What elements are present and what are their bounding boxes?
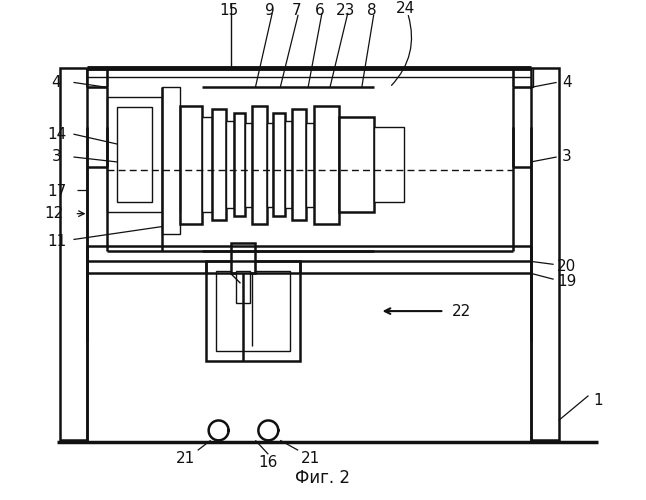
Text: 16: 16 (258, 454, 278, 469)
Text: 12: 12 (44, 206, 63, 221)
Text: 3: 3 (562, 150, 572, 164)
Bar (59, 68, 87, 440)
Text: 17: 17 (47, 184, 66, 200)
Text: 21: 21 (300, 450, 320, 466)
Text: 9: 9 (266, 4, 275, 18)
Bar (306, 123, 314, 206)
Text: 14: 14 (47, 126, 66, 142)
Text: 8: 8 (367, 4, 377, 18)
Bar (202, 117, 212, 212)
Text: 4: 4 (52, 75, 61, 90)
Bar (245, 123, 253, 206)
Text: 20: 20 (557, 259, 576, 274)
Text: 3: 3 (52, 150, 61, 164)
Text: 22: 22 (452, 304, 471, 318)
Bar (531, 68, 559, 440)
Text: 23: 23 (336, 4, 355, 18)
Text: 24: 24 (396, 2, 415, 16)
Bar (205, 262, 300, 361)
Bar (339, 117, 373, 212)
Bar (286, 121, 292, 208)
Text: 7: 7 (291, 4, 301, 18)
Bar (216, 272, 290, 351)
Text: 4: 4 (562, 75, 572, 90)
Bar (233, 113, 245, 216)
Bar (253, 106, 267, 224)
Bar (314, 106, 339, 224)
Text: 19: 19 (557, 274, 576, 289)
Bar (87, 68, 107, 87)
Bar (117, 108, 152, 202)
Bar (513, 68, 533, 87)
Bar (292, 110, 306, 220)
Bar (162, 88, 180, 234)
Bar (231, 244, 255, 274)
Text: 11: 11 (47, 234, 66, 249)
Bar (180, 106, 202, 224)
Bar (273, 113, 286, 216)
Text: 1: 1 (594, 393, 603, 408)
Text: 15: 15 (219, 4, 238, 18)
Bar (107, 98, 162, 212)
Text: 6: 6 (315, 4, 325, 18)
Bar (225, 121, 233, 208)
Bar (373, 127, 404, 202)
Text: Фиг. 2: Фиг. 2 (295, 469, 351, 487)
Bar (267, 123, 273, 206)
Bar (236, 272, 251, 303)
Text: 21: 21 (176, 450, 196, 466)
Bar (212, 110, 225, 220)
